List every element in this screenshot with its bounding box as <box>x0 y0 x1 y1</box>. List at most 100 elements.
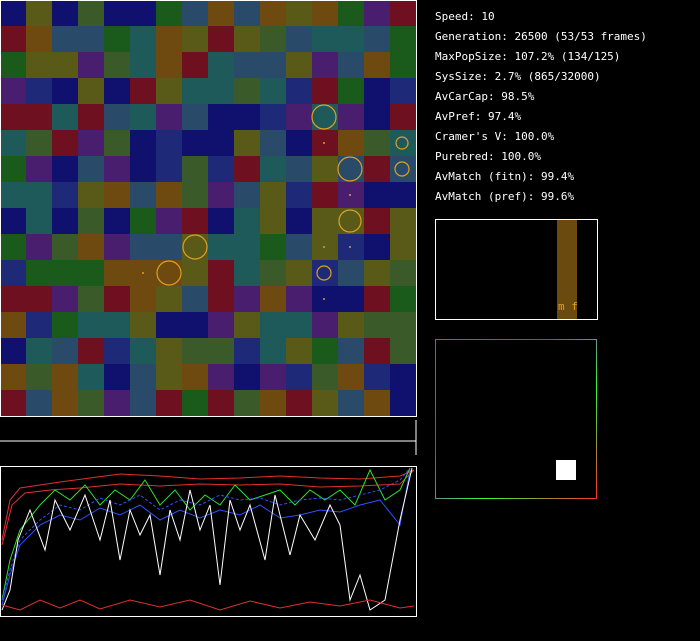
grid-cell <box>104 364 130 390</box>
grid-cell <box>338 208 364 234</box>
grid-cell <box>26 0 52 26</box>
creature-dot <box>323 142 325 144</box>
grid-cell <box>130 78 156 104</box>
grid-cell <box>156 208 182 234</box>
grid-cell <box>0 78 26 104</box>
world-grid <box>0 0 417 417</box>
grid-cell <box>338 52 364 78</box>
grid-cell <box>0 182 26 208</box>
grid-cell <box>338 104 364 130</box>
grid-cell <box>364 52 390 78</box>
grid-cell <box>104 104 130 130</box>
grid-cell <box>338 78 364 104</box>
grid-cell <box>286 78 312 104</box>
grid-cell <box>286 208 312 234</box>
grid-cell <box>182 130 208 156</box>
stat-line: Speed: 10 <box>435 10 495 23</box>
grid-cell <box>364 286 390 312</box>
grid-cell <box>208 364 234 390</box>
grid-cell <box>390 52 416 78</box>
grid-cell <box>78 130 104 156</box>
grid-cell <box>182 26 208 52</box>
preference-panel-frame <box>435 339 597 499</box>
grid-cell <box>26 286 52 312</box>
grid-cell <box>364 364 390 390</box>
grid-cell <box>104 234 130 260</box>
grid-cell <box>52 338 78 364</box>
grid-cell <box>52 208 78 234</box>
grid-cell <box>26 312 52 338</box>
grid-cell <box>156 234 182 260</box>
plot-line <box>1 469 411 606</box>
grid-cell <box>156 0 182 26</box>
grid-cell <box>260 390 286 416</box>
history-plot <box>1 467 415 611</box>
grid-cell <box>286 390 312 416</box>
grid-cell <box>208 286 234 312</box>
grid-cell <box>364 156 390 182</box>
grid-cell <box>78 182 104 208</box>
grid-cell <box>364 390 390 416</box>
grid-cell <box>78 234 104 260</box>
bar-label: m f <box>558 300 578 313</box>
creature <box>338 209 362 233</box>
grid-cell <box>156 312 182 338</box>
grid-cell <box>182 312 208 338</box>
stat-line: AvMatch (pref): 99.6% <box>435 190 574 203</box>
grid-cell <box>312 312 338 338</box>
grid-cell <box>390 390 416 416</box>
stat-line: AvCarCap: 98.5% <box>435 90 535 103</box>
grid-cell <box>130 234 156 260</box>
grid-cell <box>78 104 104 130</box>
grid-cell <box>52 26 78 52</box>
grid-cell <box>234 286 260 312</box>
grid-cell <box>234 260 260 286</box>
grid-cell <box>286 26 312 52</box>
grid-cell <box>130 104 156 130</box>
grid-cell <box>52 130 78 156</box>
grid-cell <box>0 234 26 260</box>
grid-cell <box>208 312 234 338</box>
grid-cell <box>52 182 78 208</box>
grid-cell <box>52 364 78 390</box>
stat-line: Purebred: 100.0% <box>435 150 541 163</box>
stat-line: AvMatch (fitn): 99.4% <box>435 170 574 183</box>
grid-cell <box>390 0 416 26</box>
grid-cell <box>260 182 286 208</box>
stat-line: Cramer's V: 100.0% <box>435 130 555 143</box>
grid-cell <box>182 260 208 286</box>
creatures <box>142 104 410 300</box>
grid-cell <box>130 0 156 26</box>
creature-dot <box>142 272 144 274</box>
grid-cell <box>78 260 104 286</box>
grid-cell <box>78 338 104 364</box>
grid-cell <box>234 390 260 416</box>
grid-cell <box>364 208 390 234</box>
grid-cell <box>182 156 208 182</box>
grid-cell <box>182 104 208 130</box>
grid-cell <box>260 208 286 234</box>
plot-line <box>1 467 411 601</box>
grid-cell <box>104 338 130 364</box>
grid-cell <box>286 156 312 182</box>
creature <box>394 161 410 177</box>
grid-cell <box>52 390 78 416</box>
grid-cell <box>130 390 156 416</box>
grid-cell <box>0 338 26 364</box>
grid-cell <box>26 364 52 390</box>
grid-cell <box>182 78 208 104</box>
grid-cell <box>260 156 286 182</box>
grid-cell <box>78 26 104 52</box>
grid-cell <box>0 260 26 286</box>
preference-marker <box>556 460 576 480</box>
grid-cell <box>130 286 156 312</box>
grid-cell <box>364 104 390 130</box>
creature <box>182 234 208 260</box>
grid-cell <box>52 78 78 104</box>
creature-dot <box>323 246 325 248</box>
grid-cell <box>26 130 52 156</box>
stat-line: MaxPopSize: 107.2% (134/125) <box>435 50 620 63</box>
grid-cell <box>234 130 260 156</box>
grid-cell <box>52 286 78 312</box>
